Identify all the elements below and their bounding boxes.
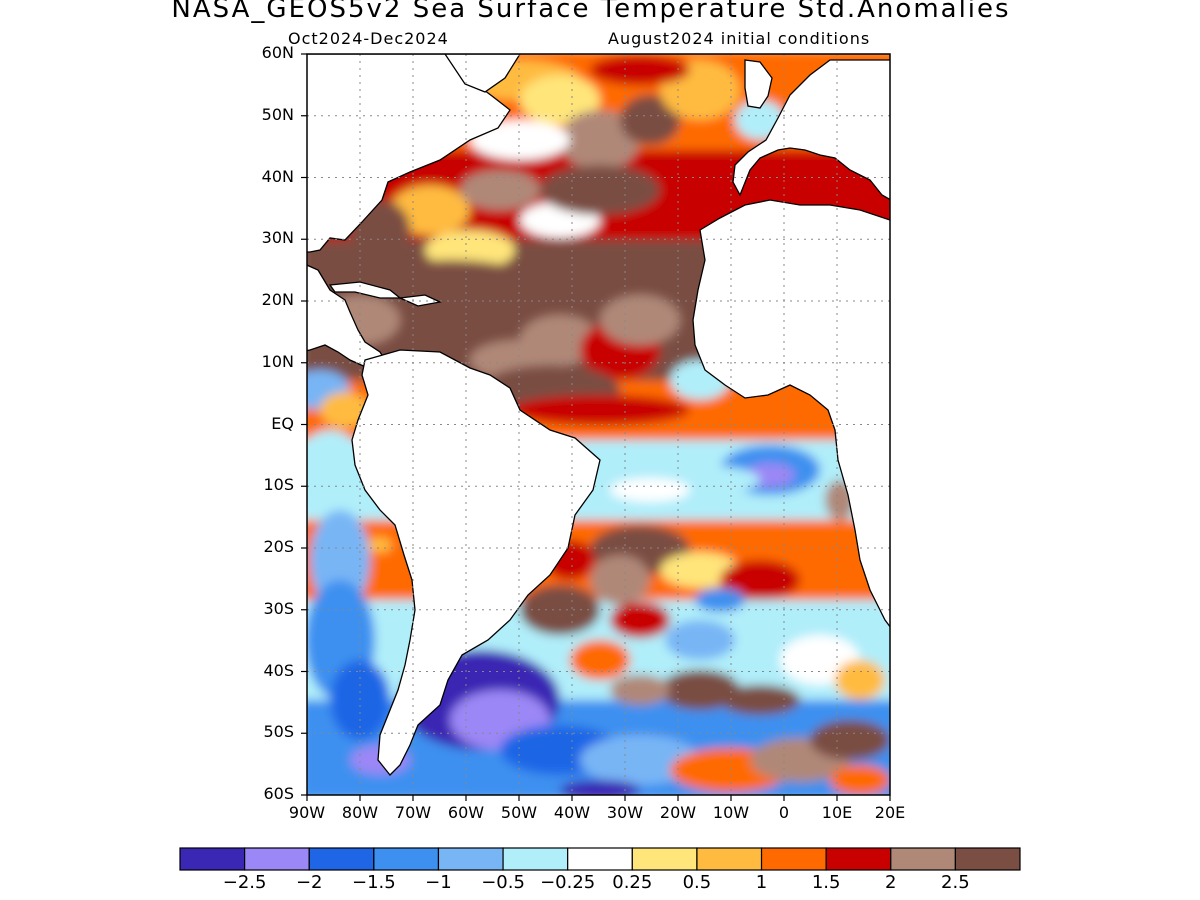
map-grid [307,54,890,795]
longitude-label: 10E [821,803,853,822]
longitude-label: 90W [288,803,326,822]
longitude-label: 20E [874,803,906,822]
latitude-label: EQ [271,413,294,433]
colorbar-swatch [244,847,310,871]
colorbar-swatch [696,847,763,871]
longitude-label: 20W [659,803,697,822]
longitude-label: 80W [341,803,379,822]
colorbar-swatch [890,847,956,871]
initial-conditions: August2024 initial conditions [608,29,871,48]
latitude-label: 10N [261,351,294,371]
colorbar-label: −2 [295,872,323,893]
latitude-label: 30N [261,228,294,248]
latitude-label: 40N [261,166,294,186]
colorbar-label: 0.25 [612,872,653,893]
colorbar-label: −1 [425,872,452,893]
africa-land [692,199,890,628]
longitude-label: 10W [712,803,750,822]
colorbar-swatch [825,847,892,871]
longitude-label: 70W [394,803,432,822]
colorbar-label: 2.5 [941,872,970,893]
south-america-land [351,349,601,776]
greenland-land [444,54,521,93]
colorbar-swatch [437,847,504,871]
map-title: NASA_GEOS5v2 Sea Surface Temperature Std… [171,0,1011,24]
europe-land [732,59,890,201]
colorbar-swatch [954,847,1021,871]
colorbar-label: −2.5 [222,872,267,893]
colorbar-label: −0.25 [540,872,596,893]
cuba-island [328,281,402,299]
colorbar-label: 1 [755,872,768,893]
latitude-label: 40S [263,660,294,680]
land-masses [307,54,890,776]
longitude-label: 30W [606,803,644,822]
colorbar-label: −1.5 [351,872,396,893]
colorbar-label: 1.5 [811,872,841,893]
longitude-label: 0 [778,803,790,822]
colorbar-swatch [631,847,698,871]
longitude-label: 60W [447,803,485,822]
latitude-label: 60N [261,43,294,62]
colorbar-swatch [179,847,246,871]
latitude-label: 50S [263,722,294,742]
colorbar-label: 2 [885,872,897,893]
latitude-label: 30S [263,598,294,618]
forecast-period: Oct2024-Dec2024 [288,29,449,48]
colorbar-swatch [567,847,633,871]
latitude-label: 20N [261,290,294,309]
british-isles [744,59,773,109]
axis-ticks [301,53,891,801]
latitude-label: 20S [263,537,294,556]
latitude-label: 10S [263,475,294,495]
colorbar-label: 0.5 [682,872,712,893]
colorbar-swatch [502,847,569,871]
colorbar-swatch [308,847,375,871]
colorbar [179,847,1021,871]
colorbar-swatch [760,847,827,871]
colorbar-swatch [373,847,440,871]
sst-anomaly-field [307,54,890,795]
latitude-label: 50N [261,104,294,124]
longitude-label: 50W [500,803,538,822]
colorbar-label: −0.5 [481,872,525,893]
latitude-label: 60S [263,784,294,803]
longitude-label: 40W [553,803,591,822]
